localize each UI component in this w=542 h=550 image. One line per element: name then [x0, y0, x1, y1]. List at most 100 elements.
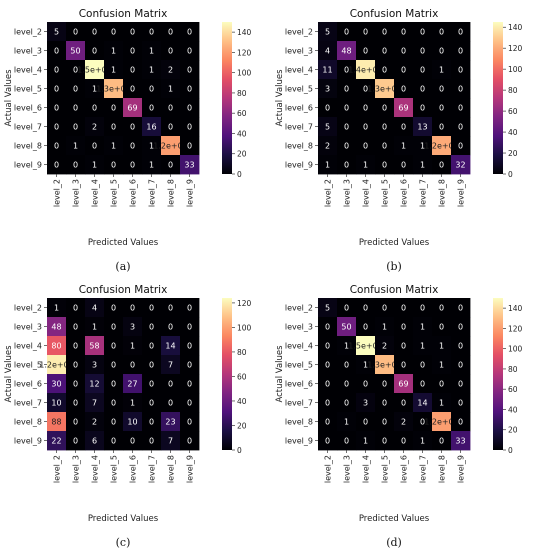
heatmap-cell: [432, 117, 452, 137]
heatmap-cell: [394, 374, 414, 394]
cell-label: 16: [146, 123, 156, 132]
cell-label: 0: [401, 399, 406, 408]
cell-label: 0: [73, 380, 78, 389]
cell-label: 0: [325, 418, 330, 427]
cell-label: 0: [439, 85, 444, 94]
cell-label: 1: [149, 142, 154, 151]
cell-label: 0: [458, 380, 463, 389]
heatmap-cell: [337, 393, 357, 413]
heatmap-cell: [432, 79, 452, 99]
colorbar-tick-label: 0: [237, 170, 242, 179]
cell-label: 33: [455, 437, 465, 446]
cell-label: 0: [420, 361, 425, 370]
heatmap-cell: [375, 412, 395, 432]
cell-label: 0: [168, 104, 173, 113]
cell-label: 0: [458, 342, 463, 351]
cell-label: 0: [187, 104, 192, 113]
heatmap-cell: [413, 117, 433, 137]
heatmap-cell: [356, 22, 376, 42]
heatmap-cell: [413, 336, 433, 356]
x-tick-label: level_7: [419, 179, 428, 207]
colorbar-tick-label: 40: [508, 405, 518, 414]
heatmap-cell: [318, 98, 338, 118]
heatmap-cell: [47, 317, 67, 337]
heatmap-cell: [123, 41, 143, 61]
cell-label: 0: [401, 28, 406, 37]
cell-label: 0: [168, 28, 173, 37]
cell-label: 0: [420, 304, 425, 313]
heatmap-cell: [375, 117, 395, 137]
cell-label: 7: [168, 361, 173, 370]
heatmap-cell: [432, 431, 452, 451]
heatmap-cell: [375, 98, 395, 118]
cell-label: 14: [417, 399, 427, 408]
cell-label: 0: [325, 437, 330, 446]
x-tick-label: level_2: [324, 179, 333, 207]
heatmap-cell: [413, 431, 433, 451]
heatmap-cell: [104, 117, 124, 137]
heatmap-cell: [394, 431, 414, 451]
x-tick-label: level_4: [91, 179, 100, 207]
heatmap-cell: [180, 117, 200, 137]
heatmap-cell: [318, 431, 338, 451]
colorbar-tick-label: 40: [237, 129, 247, 138]
heatmap-cell: [104, 60, 124, 80]
cell-label: 0: [401, 361, 406, 370]
cell-label: 0: [344, 380, 349, 389]
heatmap-cell: [161, 136, 181, 156]
cell-label: 0: [168, 380, 173, 389]
heatmap-cell: [432, 336, 452, 356]
heatmap-cell: [123, 298, 143, 318]
heatmap-cell: [180, 317, 200, 337]
x-tick-label: level_6: [400, 179, 409, 207]
x-tick-label: level_2: [324, 455, 333, 483]
panel-caption: (c): [116, 536, 131, 549]
cell-label: 2: [92, 418, 97, 427]
y-tick-label: level_8: [285, 142, 313, 151]
y-tick-label: level_7: [285, 399, 313, 408]
heatmap-cell: [394, 155, 414, 175]
cell-label: 0: [420, 380, 425, 389]
heatmap-cell: [104, 431, 124, 451]
cell-label: 1: [92, 85, 97, 94]
cell-label: 3: [325, 85, 330, 94]
heatmap-cell: [451, 22, 471, 42]
heatmap-cell: [356, 298, 376, 318]
heatmap-cell: [123, 98, 143, 118]
cell-label: 1.5e+02: [77, 66, 112, 75]
cell-label: 0: [73, 104, 78, 113]
heatmap-cell: [451, 298, 471, 318]
heatmap-cell: [318, 298, 338, 318]
heatmap-cell: [318, 136, 338, 156]
heatmap-cell: [180, 412, 200, 432]
cell-label: 13: [417, 123, 427, 132]
y-axis-label: Actual Values: [4, 69, 14, 127]
cell-label: 1.2e+02: [424, 418, 459, 427]
cell-label: 0: [458, 399, 463, 408]
cell-label: 0: [363, 85, 368, 94]
cell-label: 1: [439, 66, 444, 75]
cell-label: 0: [73, 123, 78, 132]
cell-label: 0: [439, 161, 444, 170]
cell-label: 0: [73, 323, 78, 332]
heatmap-cell: [85, 298, 105, 318]
heatmap-cell: [47, 155, 67, 175]
heatmap-cell: [161, 60, 181, 80]
heatmap-cell: [66, 336, 86, 356]
x-tick-label: level_6: [129, 455, 138, 483]
cell-label: 12: [89, 380, 99, 389]
heatmap-cell: [432, 22, 452, 42]
cell-label: 0: [73, 161, 78, 170]
cell-label: 0: [420, 104, 425, 113]
heatmap-cell: [123, 136, 143, 156]
cell-label: 0: [168, 304, 173, 313]
heatmap-cell: [451, 98, 471, 118]
x-tick-label: level_8: [438, 455, 447, 483]
cell-label: 1: [54, 304, 59, 313]
heatmap-cell: [123, 60, 143, 80]
x-tick-label: level_8: [167, 455, 176, 483]
chart-title: Confusion Matrix: [79, 284, 168, 296]
cell-label: 0: [439, 28, 444, 37]
cell-label: 7: [168, 437, 173, 446]
cell-label: 27: [127, 380, 137, 389]
